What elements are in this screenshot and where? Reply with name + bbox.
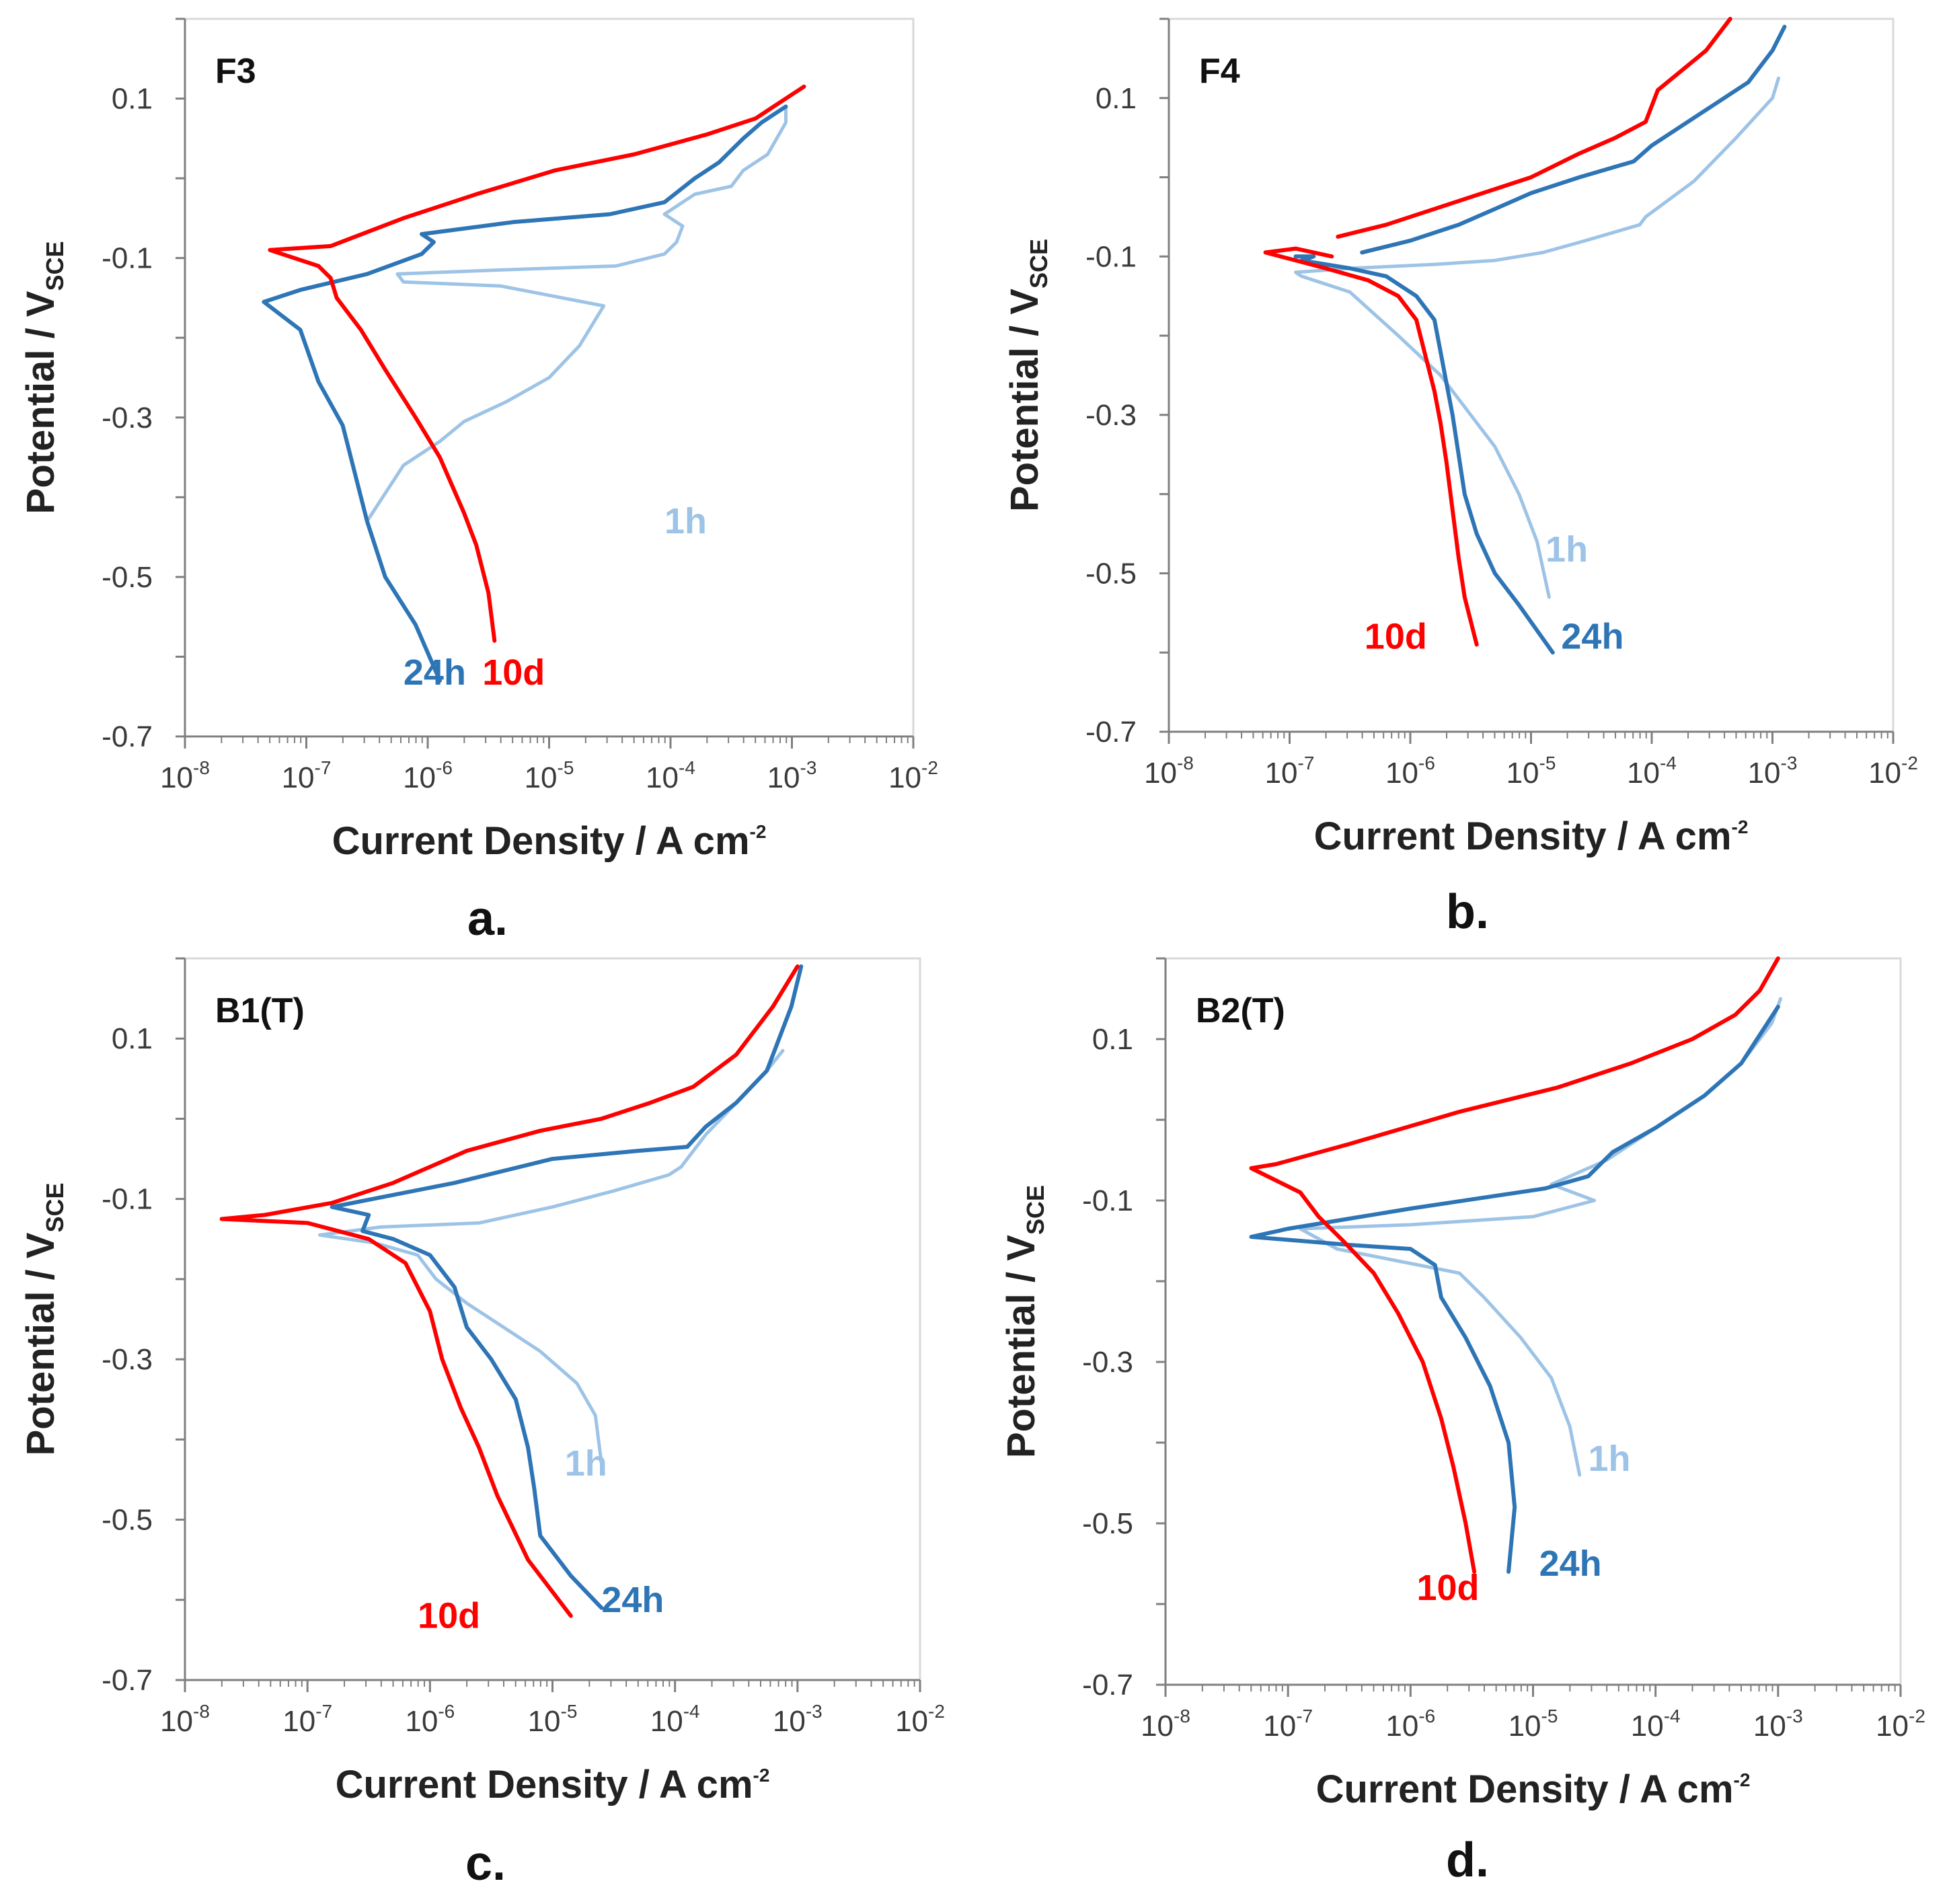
x-tick-label: 10-4	[1627, 753, 1677, 790]
y-tick-label: -0.3	[1082, 1346, 1133, 1379]
y-tick-label: 0.1	[1096, 82, 1137, 115]
x-tick-label: 10-4	[650, 1701, 700, 1738]
x-tick-label: 10-2	[895, 1701, 945, 1738]
panel-label: B1(T)	[215, 991, 305, 1030]
x-tick-label: 10-7	[1265, 753, 1315, 790]
plot-frame	[184, 957, 921, 1681]
y-tick-label: -0.7	[102, 720, 153, 753]
x-tick-label: 10-5	[528, 1701, 578, 1738]
y-tick-label: -0.1	[102, 1183, 153, 1216]
y-tick-label: -0.1	[1085, 240, 1137, 273]
x-tick-label: 10-2	[888, 757, 938, 794]
y-tick-label: -0.7	[102, 1664, 153, 1697]
series-line-1h	[317, 1049, 785, 1465]
plot-frame	[1164, 957, 1902, 1686]
series-line-1h	[365, 104, 788, 523]
series-line-24h	[1293, 254, 1555, 655]
x-axis-title: Current Density / A cm-2	[336, 1763, 770, 1806]
series-label-1h: 1h	[565, 1443, 607, 1484]
series-line-1h	[1294, 76, 1780, 599]
x-tick-label: 10-6	[1385, 753, 1435, 790]
x-tick-label: 10-3	[773, 1701, 823, 1738]
x-tick-label: 10-3	[1748, 753, 1798, 790]
chart-panel-f4: 0.1 -0.1 -0.3 -0.5 -0.710-8 10-7 10-6 10-5 10-4 1…	[1003, 17, 1918, 939]
y-tick-label: -0.5	[1085, 557, 1137, 590]
series-label-10d: 10d	[1365, 617, 1427, 657]
x-tick-label: 10-2	[1876, 1706, 1925, 1743]
y-tick-label: -0.5	[102, 1504, 153, 1537]
panel-caption: a.	[467, 892, 508, 946]
y-tick-label: -0.7	[1082, 1669, 1133, 1702]
panel-label: F4	[1199, 52, 1240, 91]
chart-panel-b1t: 0.1 -0.1 -0.3 -0.5 -0.710-8 10-7 10-6 10-5 10-4 1…	[19, 957, 945, 1891]
panel-label: F3	[215, 52, 256, 91]
x-tick-label: 10-3	[1753, 1706, 1803, 1743]
y-tick-label: -0.3	[1085, 399, 1137, 432]
y-axis-title: Potential / VSCE	[19, 1183, 69, 1456]
x-tick-label: 10-8	[160, 1701, 210, 1738]
series-label-1h: 1h	[664, 501, 707, 541]
y-tick-label: -0.5	[102, 561, 153, 594]
x-tick-label: 10-6	[1385, 1706, 1435, 1743]
series-label-10d: 10d	[482, 652, 545, 693]
x-tick-label: 10-6	[403, 757, 453, 794]
series-label-10d: 10d	[418, 1596, 480, 1636]
y-axis-title: Potential / VSCE	[1003, 239, 1053, 512]
series-label-24h: 24h	[1539, 1544, 1602, 1584]
x-tick-label: 10-6	[405, 1701, 455, 1738]
series-label-1h: 1h	[1545, 529, 1588, 570]
x-tick-label: 10-3	[767, 757, 817, 794]
series-line-24h-anodic	[1360, 24, 1787, 255]
y-tick-label: -0.3	[102, 1343, 153, 1376]
y-axis-title: Potential / VSCE	[19, 241, 69, 515]
x-tick-label: 10-4	[1631, 1706, 1681, 1743]
series-line-1h	[1298, 997, 1782, 1477]
x-tick-label: 10-5	[525, 757, 574, 794]
x-tick-label: 10-4	[646, 757, 695, 794]
series-line-10d-anodic	[1336, 17, 1732, 239]
panel-caption: c.	[465, 1837, 506, 1891]
panel-caption: b.	[1446, 885, 1489, 939]
series-line-24h	[330, 964, 804, 1610]
series-line-10d	[268, 84, 806, 643]
y-tick-label: 0.1	[112, 83, 153, 116]
series-label-24h: 24h	[404, 652, 466, 693]
x-tick-label: 10-5	[1506, 753, 1556, 790]
y-tick-label: 0.1	[1092, 1023, 1133, 1056]
panel-label: B2(T)	[1196, 991, 1285, 1030]
series-line-10d	[219, 964, 800, 1618]
y-tick-label: -0.1	[102, 242, 153, 275]
series-label-10d: 10d	[1416, 1568, 1479, 1608]
series-label-24h: 24h	[601, 1580, 664, 1620]
y-axis-title: Potential / VSCE	[999, 1185, 1049, 1458]
series-label-1h: 1h	[1588, 1439, 1630, 1479]
x-tick-label: 10-2	[1868, 753, 1918, 790]
y-tick-label: -0.7	[1085, 716, 1137, 749]
series-label-24h: 24h	[1561, 617, 1623, 657]
series-line-24h	[1249, 1005, 1780, 1574]
x-tick-label: 10-8	[160, 757, 210, 794]
series-line-10d	[1263, 246, 1479, 647]
y-tick-label: -0.5	[1082, 1507, 1133, 1540]
x-tick-label: 10-5	[1508, 1706, 1558, 1743]
x-tick-label: 10-8	[1141, 1706, 1190, 1743]
x-tick-label: 10-8	[1144, 753, 1194, 790]
x-tick-label: 10-7	[282, 1701, 332, 1738]
x-tick-label: 10-7	[282, 757, 332, 794]
chart-panel-b2t: 0.1 -0.1 -0.3 -0.5 -0.710-8 10-7 10-6 10-5 10-4 1…	[999, 956, 1925, 1887]
y-tick-label: -0.3	[102, 402, 153, 434]
x-axis-title: Current Density / A cm-2	[1314, 814, 1749, 858]
panel-caption: d.	[1446, 1833, 1489, 1887]
y-tick-label: -0.1	[1082, 1184, 1133, 1217]
chart-panel-f3: 0.1 -0.1 -0.3 -0.5 -0.710-8 10-7 10-6 10-5 10-4 1…	[19, 17, 938, 946]
x-axis-title: Current Density / A cm-2	[1316, 1767, 1751, 1811]
x-axis-title: Current Density / A cm-2	[332, 819, 767, 863]
series-line-10d	[1249, 956, 1780, 1574]
y-tick-label: 0.1	[112, 1022, 153, 1055]
series-line-24h	[262, 104, 788, 683]
x-tick-label: 10-7	[1263, 1706, 1313, 1743]
